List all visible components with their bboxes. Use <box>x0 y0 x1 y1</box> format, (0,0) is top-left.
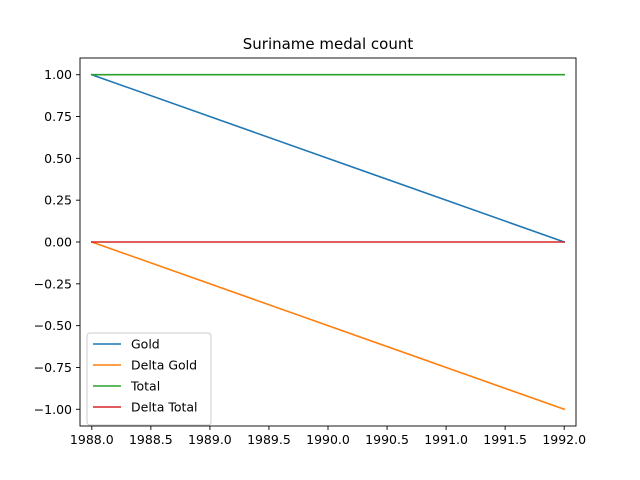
y-tick-label: 0.25 <box>44 193 72 208</box>
legend: Gold Delta Gold Total Delta Total <box>86 332 212 426</box>
x-tick-label: 1991.5 <box>483 432 527 447</box>
legend-label: Gold <box>131 337 160 352</box>
x-tick-label: 1989.5 <box>247 432 291 447</box>
legend-box <box>86 332 212 426</box>
y-tick-label: −0.75 <box>34 360 72 375</box>
chart-title: Suriname medal count <box>243 35 414 53</box>
x-tick-label: 1988.0 <box>70 432 114 447</box>
series-line-delta-gold <box>90 240 566 411</box>
legend-label: Delta Total <box>131 400 198 415</box>
x-tick-label: 1991.0 <box>424 432 468 447</box>
y-tick-label: −0.25 <box>34 276 72 291</box>
axes-layer: 1988.0 1988.5 1989.0 1989.5 1990.0 1990.5 1991… <box>34 57 586 447</box>
x-tick-label: 1989.0 <box>188 432 232 447</box>
y-tick-label: 0.00 <box>44 235 72 250</box>
legend-label: Total <box>130 379 160 394</box>
y-tick-label: 1.00 <box>44 67 72 82</box>
x-tick-label: 1990.0 <box>306 432 350 447</box>
x-tick-label: 1988.5 <box>129 432 173 447</box>
x-tick-label: 1992.0 <box>542 432 586 447</box>
y-tick-label: 0.50 <box>44 151 72 166</box>
y-tick-label: 0.75 <box>44 109 72 124</box>
legend-label: Delta Gold <box>131 358 197 373</box>
series-layer <box>90 73 566 411</box>
y-tick-label: −1.00 <box>34 402 72 417</box>
y-tick-label: −0.50 <box>34 318 72 333</box>
x-tick-label: 1990.5 <box>365 432 409 447</box>
series-line-gold <box>90 73 566 244</box>
